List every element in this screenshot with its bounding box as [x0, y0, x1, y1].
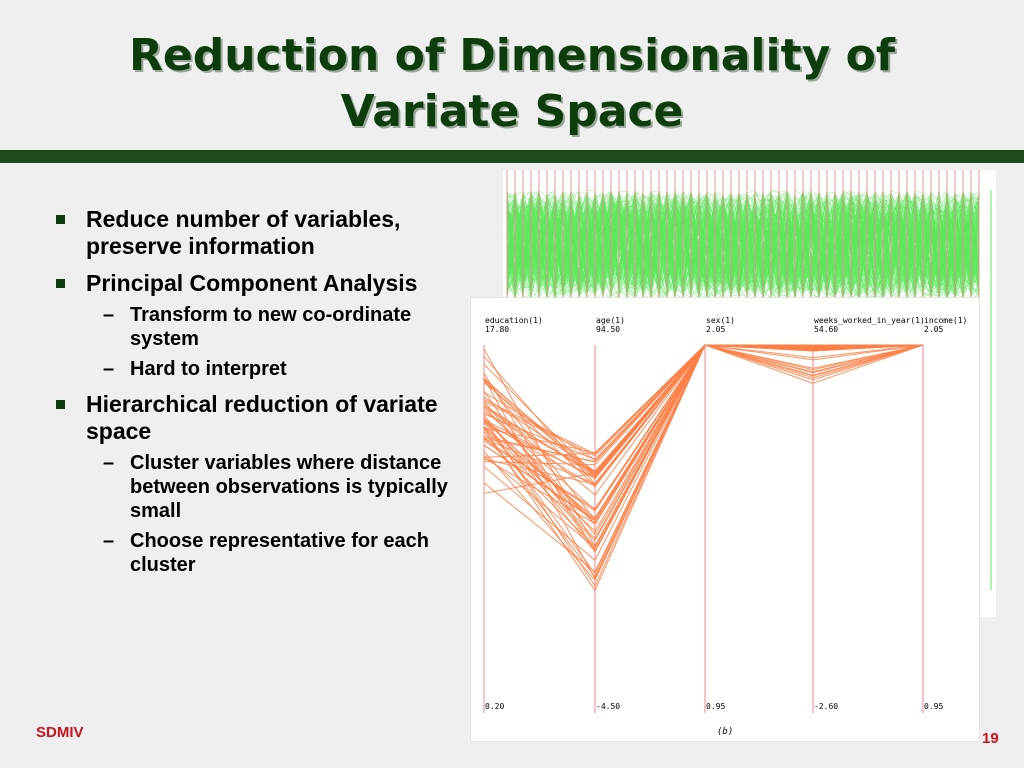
- green-lines-group: [506, 189, 980, 302]
- bullet-item: Reduce number of variables, preserve inf…: [56, 206, 456, 260]
- sub-bullet-text: Hard to interpret: [130, 358, 287, 380]
- axis-min-label: 0.95: [706, 702, 725, 711]
- green-line: [506, 193, 980, 300]
- green-line: [506, 190, 980, 297]
- sub-bullet-item: – Hard to interpret: [56, 357, 456, 381]
- green-line: [506, 191, 980, 299]
- square-bullet-icon: [56, 215, 65, 224]
- slide-title: Reduction of Dimensionality of Variate S…: [0, 28, 1024, 140]
- orange-lines-group: [483, 344, 924, 592]
- green-line: [506, 189, 980, 300]
- axis-name: sex(1): [706, 316, 735, 325]
- axis-max-label: 17.80: [485, 325, 509, 334]
- title-line-1: Reduction of Dimensionality of: [128, 30, 895, 81]
- bullet-item: Principal Component Analysis: [56, 270, 456, 297]
- page-number: 19: [982, 730, 999, 747]
- footer-label: SDMIV: [36, 724, 84, 741]
- dash-bullet-icon: –: [103, 304, 115, 326]
- orange-line: [483, 344, 924, 494]
- orange-line: [483, 344, 924, 592]
- square-bullet-icon: [56, 279, 65, 288]
- axis-min-label: -4.50: [596, 702, 620, 711]
- sub-bullet-item: – Transform to new co-ordinate system: [56, 303, 456, 351]
- green-line: [506, 190, 980, 301]
- sub-bullet-item: – Cluster variables where distance betwee…: [56, 451, 456, 523]
- orange-line: [483, 344, 924, 510]
- orange-line: [483, 344, 924, 455]
- green-line: [506, 189, 980, 294]
- bullet-text: Hierarchical reduction of variate space: [86, 391, 438, 444]
- orange-line: [483, 344, 924, 474]
- sub-bullet-text: Choose representative for each cluster: [130, 530, 429, 576]
- parallel-coordinates-plot: education(1) 17.80 0.20 age(1) 94.50 -4.50 sex…: [471, 298, 979, 741]
- dash-bullet-icon: –: [103, 530, 115, 552]
- dash-bullet-icon: –: [103, 452, 115, 474]
- title-divider: [0, 150, 1024, 163]
- bullet-list: Reduce number of variables, preserve inf…: [56, 206, 456, 587]
- axis-max-label: 2.05: [924, 325, 943, 334]
- orange-line: [483, 344, 924, 553]
- axis-name: education(1): [485, 316, 543, 325]
- axis-name: age(1): [596, 316, 625, 325]
- green-line: [506, 190, 980, 300]
- sub-bullet-item: – Choose representative for each cluster: [56, 529, 456, 577]
- sub-bullet-text: Transform to new co-ordinate system: [130, 304, 412, 350]
- green-line: [506, 192, 980, 298]
- bullet-item: Hierarchical reduction of variate space: [56, 391, 456, 445]
- axis-max-label: 2.05: [706, 325, 725, 334]
- axis-min-label: 0.20: [485, 702, 504, 711]
- axis-name: weeks_worked_in_year(1): [814, 316, 925, 325]
- orange-line: [483, 344, 924, 578]
- green-line: [506, 190, 980, 299]
- green-line: [506, 192, 980, 299]
- orange-line: [483, 344, 924, 548]
- axis-max-label: 94.50: [596, 325, 620, 334]
- square-bullet-icon: [56, 400, 65, 409]
- title-line-2: Variate Space: [340, 86, 684, 137]
- plot-caption: (b): [717, 727, 733, 737]
- dash-bullet-icon: –: [103, 358, 115, 380]
- axis-min-label: -2.60: [814, 702, 838, 711]
- plot-canvas: education(1)17.80 0.20 age(1)94.50 -4.50 sex…: [483, 316, 967, 737]
- orange-line: [483, 344, 924, 536]
- orange-line: [483, 344, 924, 463]
- axis-max-label: 54.60: [814, 325, 838, 334]
- axis-min-label: 0.95: [924, 702, 943, 711]
- green-line: [506, 190, 980, 300]
- green-line: [506, 190, 980, 300]
- orange-line: [483, 344, 924, 532]
- bullet-text: Reduce number of variables, preserve inf…: [86, 206, 401, 259]
- axis-name: income(1): [924, 316, 967, 325]
- bullet-text: Principal Component Analysis: [86, 270, 418, 296]
- orange-line: [483, 344, 924, 548]
- sub-bullet-text: Cluster variables where distance between…: [130, 452, 448, 522]
